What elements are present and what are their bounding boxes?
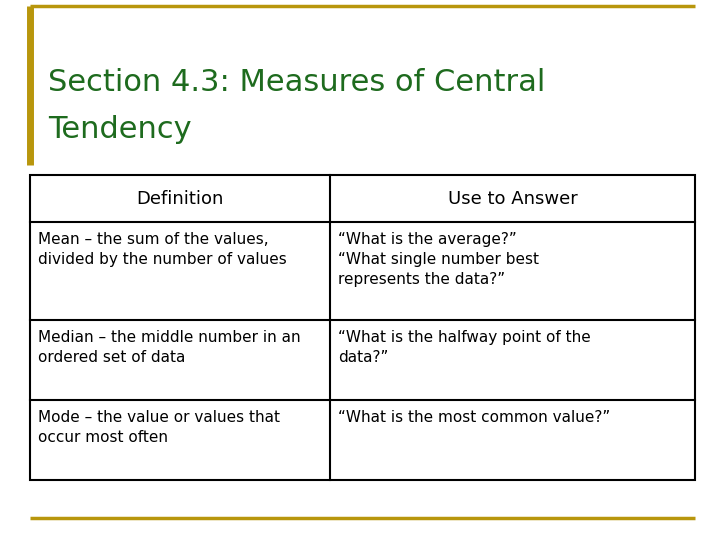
Text: Mean – the sum of the values,
divided by the number of values: Mean – the sum of the values, divided by… xyxy=(38,232,287,267)
Text: Tendency: Tendency xyxy=(48,115,192,144)
Text: Median – the middle number in an
ordered set of data: Median – the middle number in an ordered… xyxy=(38,330,301,365)
Bar xyxy=(30,175,695,480)
Text: Use to Answer: Use to Answer xyxy=(448,190,577,207)
Text: “What is the average?”
“What single number best
represents the data?”: “What is the average?” “What single numb… xyxy=(338,232,539,287)
Text: Section 4.3: Measures of Central: Section 4.3: Measures of Central xyxy=(48,68,545,97)
Text: “What is the most common value?”: “What is the most common value?” xyxy=(338,410,611,425)
Text: Mode – the value or values that
occur most often: Mode – the value or values that occur mo… xyxy=(38,410,280,445)
Text: Definition: Definition xyxy=(136,190,224,207)
Text: “What is the halfway point of the
data?”: “What is the halfway point of the data?” xyxy=(338,330,590,365)
